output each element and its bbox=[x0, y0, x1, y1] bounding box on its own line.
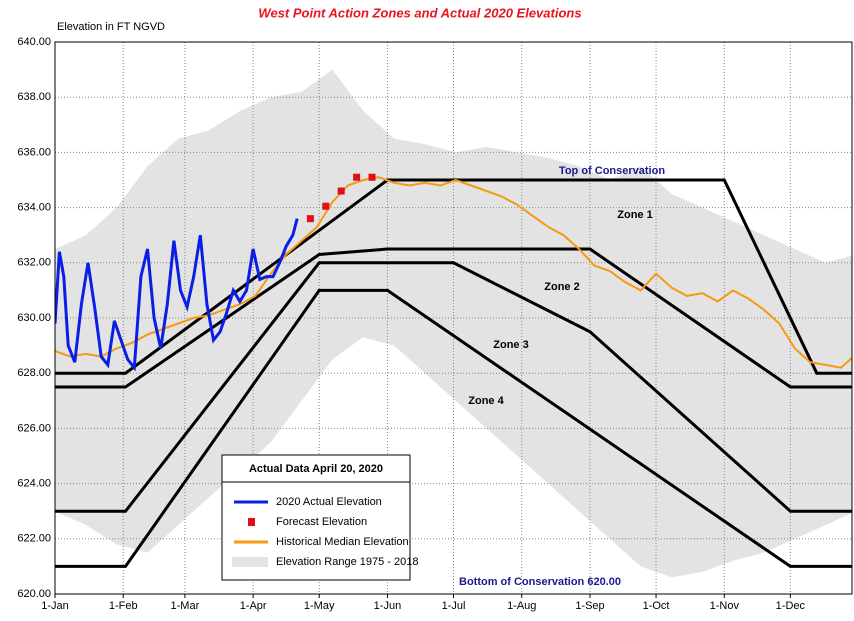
legend-label: 2020 Actual Elevation bbox=[276, 496, 382, 508]
x-tick-label: 1-Apr bbox=[240, 600, 267, 612]
x-tick-label: 1-Sep bbox=[575, 600, 604, 612]
y-tick-label: 640.00 bbox=[17, 36, 51, 48]
legend-label: Forecast Elevation bbox=[276, 516, 367, 528]
y-tick-label: 624.00 bbox=[17, 478, 51, 490]
forecast-point bbox=[337, 187, 345, 195]
x-tick-label: 1-Jun bbox=[374, 600, 402, 612]
x-tick-label: 1-May bbox=[304, 600, 335, 612]
legend-swatch bbox=[248, 518, 255, 526]
x-tick-label: 1-Feb bbox=[109, 600, 138, 612]
legend-title: Actual Data April 20, 2020 bbox=[249, 463, 383, 475]
series-line bbox=[55, 218, 299, 372]
x-tick-label: 1-Mar bbox=[171, 600, 200, 612]
annotation: Zone 3 bbox=[493, 339, 528, 351]
x-tick-label: 1-Aug bbox=[507, 600, 536, 612]
annotation: Top of Conservation bbox=[559, 165, 665, 177]
chart-title: West Point Action Zones and Actual 2020 … bbox=[258, 5, 581, 20]
y-tick-label: 626.00 bbox=[17, 422, 51, 434]
annotation: Zone 4 bbox=[468, 395, 504, 407]
plot-frame bbox=[54, 41, 853, 595]
zone-line bbox=[55, 178, 852, 375]
zone-line bbox=[55, 288, 852, 568]
x-tick-label: 1-Dec bbox=[776, 600, 806, 612]
y-tick-label: 636.00 bbox=[17, 146, 51, 158]
zone-line bbox=[55, 261, 852, 513]
forecast-point bbox=[353, 173, 361, 181]
forecast-point bbox=[322, 202, 330, 210]
annotation: Bottom of Conservation 620.00 bbox=[459, 576, 621, 588]
series-line bbox=[55, 176, 852, 369]
x-tick-label: 1-Jul bbox=[442, 600, 466, 612]
y-axis-label: Elevation in FT NGVD bbox=[57, 21, 165, 33]
annotation: Zone 1 bbox=[617, 209, 652, 221]
plot-area bbox=[55, 42, 852, 594]
forecast-point bbox=[306, 215, 314, 223]
forecast-point bbox=[368, 173, 376, 181]
y-tick-label: 632.00 bbox=[17, 257, 51, 269]
y-tick-label: 630.00 bbox=[17, 312, 51, 324]
overlay: 620.00 622.00 624.00 626.00 628.00 630.00 632.… bbox=[17, 36, 853, 612]
y-tick-label: 622.00 bbox=[17, 533, 51, 545]
x-tick-label: 1-Nov bbox=[710, 600, 740, 612]
x-tick-label: 1-Jan bbox=[41, 600, 69, 612]
y-tick-label: 634.00 bbox=[17, 202, 51, 214]
range-band bbox=[55, 69, 852, 578]
y-tick-label: 620.00 bbox=[17, 588, 51, 600]
x-tick-label: 1-Oct bbox=[643, 600, 670, 612]
zone-line bbox=[55, 247, 852, 389]
y-tick-label: 628.00 bbox=[17, 367, 51, 379]
y-tick-label: 638.00 bbox=[17, 91, 51, 103]
legend-label: Historical Median Elevation bbox=[276, 536, 409, 548]
annotation: Zone 2 bbox=[544, 281, 579, 293]
legend-label: Elevation Range 1975 - 2018 bbox=[276, 556, 419, 568]
legend-swatch bbox=[232, 557, 268, 567]
